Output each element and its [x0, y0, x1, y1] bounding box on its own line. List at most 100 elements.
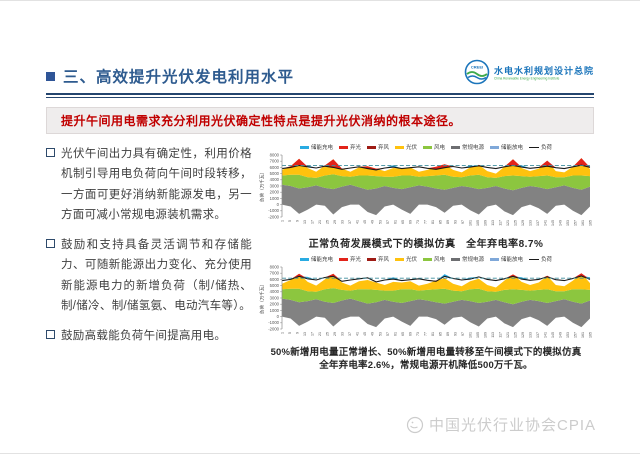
x-tick-label: 105 — [476, 332, 480, 338]
x-tick-label: 41 — [356, 220, 360, 224]
legend-item: 弃风 — [366, 255, 389, 263]
x-tick-label: 49 — [371, 220, 375, 224]
x-tick-label: 161 — [581, 332, 585, 338]
x-tick-label: 21 — [318, 220, 322, 224]
y-tick-label: 0 — [277, 314, 280, 319]
legend-label: 光伏 — [405, 145, 417, 151]
content-area: 光伏午间出力具有确定性，利用价格机制引导用电负荷向午间时段转移，一方面可更好消纳… — [46, 142, 594, 377]
cpia-watermark: 中国光伏行业协会CPIA — [406, 414, 596, 435]
x-tick-label: 133 — [529, 220, 533, 226]
y-tick-label: 2000 — [270, 190, 280, 195]
y-tick-label: 4000 — [270, 289, 280, 294]
x-tick-label: 149 — [559, 220, 563, 226]
title-divider — [46, 93, 594, 98]
x-tick-label: 41 — [356, 332, 360, 336]
legend-swatch-box — [423, 257, 432, 261]
area-curtailment — [282, 273, 590, 282]
x-tick-label: 29 — [333, 332, 337, 336]
x-tick-label: 109 — [483, 332, 487, 338]
x-tick-label: 97 — [461, 220, 465, 224]
bullet-item: 鼓励高载能负荷午间提高用电。 — [46, 326, 252, 346]
x-tick-label: 9 — [296, 332, 300, 334]
legend-swatch-box — [394, 145, 404, 149]
legend-swatch-box — [490, 145, 500, 149]
x-tick-label: 1 — [281, 220, 285, 222]
x-tick-label: 129 — [521, 220, 525, 226]
square-bullet-icon — [46, 238, 55, 248]
legend-item: 常规电源 — [451, 255, 484, 263]
x-tick-label: 65 — [401, 332, 405, 336]
chart-legend: 储能充电 弃光 弃风 光伏 风电 常规电源 储能放电 负荷 — [258, 142, 594, 152]
legend-item: 弃光 — [338, 255, 361, 263]
x-tick-label: 57 — [386, 220, 390, 224]
x-tick-label: 73 — [416, 220, 420, 224]
x-tick-label: 45 — [363, 332, 367, 336]
y-tick-label: 5000 — [270, 171, 280, 176]
x-tick-label: 57 — [386, 332, 390, 336]
legend-swatch-box — [366, 145, 376, 149]
legend-item: 光伏 — [394, 143, 417, 151]
x-tick-label: 13 — [303, 220, 307, 224]
charts-column: 储能充电 弃光 弃风 光伏 风电 常规电源 储能放电 负荷 8000 7000 6000 5000 4… — [258, 142, 594, 377]
logo-text-en: China Renewable Energy Engineering Insti… — [493, 76, 560, 81]
y-tick-label: 3000 — [270, 295, 280, 300]
legend-item: 储能充电 — [299, 255, 333, 263]
y-tick-label: -1000 — [268, 208, 279, 213]
chart-block-normal-load: 储能充电 弃光 弃风 光伏 风电 常规电源 储能放电 负荷 8000 7000 6000 5000 4… — [258, 142, 594, 250]
page-title: 三、高效提升光伏发电利用水平 — [63, 69, 295, 86]
x-tick-label: 125 — [513, 332, 517, 338]
y-tick-label: 8000 — [270, 265, 280, 269]
x-tick-label: 137 — [536, 332, 540, 338]
bullet-text: 鼓励高载能负荷午间提高用电。 — [61, 329, 227, 342]
y-tick-label: 5000 — [270, 283, 280, 288]
bullet-text: 光伏午间出力具有确定性，利用价格机制引导用电负荷向午间时段转移，一方面可更好消纳… — [61, 148, 252, 222]
x-tick-label: 89 — [446, 332, 450, 336]
legend-item: 风电 — [423, 255, 445, 263]
bullet-item: 光伏午间出力具有确定性，利用价格机制引导用电负荷向午间时段转移，一方面可更好消纳… — [46, 144, 252, 226]
x-tick-label: 89 — [446, 220, 450, 224]
bullet-list: 光伏午间出力具有确定性，利用价格机制引导用电负荷向午间时段转移，一方面可更好消纳… — [46, 142, 252, 377]
x-tick-label: 69 — [408, 332, 412, 336]
x-tick-label: 113 — [491, 332, 495, 338]
x-tick-label: 157 — [574, 220, 578, 226]
chart-caption-midday-line2: 全年弃电率2.6%，常规电源开机降低500万千瓦。 — [319, 359, 533, 371]
legend-label: 弃光 — [349, 257, 361, 263]
x-tick-label: 141 — [544, 332, 548, 338]
x-tick-label: 157 — [574, 332, 578, 338]
legend-item: 光伏 — [394, 255, 417, 263]
x-tick-label: 73 — [416, 332, 420, 336]
creei-logo: CREEI 水电水利规划设计总院 China Renewable Energy … — [464, 59, 594, 85]
area-wind — [282, 174, 590, 191]
x-tick-label: 165 — [589, 220, 593, 226]
legend-item: 负荷 — [529, 255, 552, 263]
legend-item: 风电 — [423, 143, 445, 151]
y-tick-label: 3000 — [270, 183, 280, 188]
x-tick-label: 53 — [378, 332, 382, 336]
legend-label: 储能充电 — [310, 257, 333, 263]
legend-swatch-box — [299, 145, 309, 149]
x-tick-label: 33 — [341, 220, 345, 224]
x-tick-label: 77 — [423, 332, 427, 336]
chart-caption-midday-line1: 50%新增用电量正常增长、50%新增用电量转移至午间模式下的模拟仿真 — [270, 347, 582, 358]
x-tick-label: 93 — [453, 332, 457, 336]
x-tick-label: 85 — [438, 332, 442, 336]
x-tick-label: 161 — [581, 220, 585, 226]
y-tick-label: 6000 — [270, 277, 280, 282]
y-axis-title: 负荷（万千瓦） — [259, 282, 266, 314]
x-tick-label: 81 — [431, 220, 435, 224]
chart-block-midday-shift: 储能充电 弃光 弃风 光伏 风电 常规电源 储能放电 负荷 8000 7000 6000 5000 4… — [258, 254, 594, 373]
y-tick-label: 7000 — [270, 159, 280, 164]
legend-item: 储能充电 — [299, 143, 333, 151]
chart-legend: 储能充电 弃光 弃风 光伏 风电 常规电源 储能放电 负荷 — [258, 254, 594, 264]
legend-swatch-box — [423, 145, 432, 149]
y-tick-label: 4000 — [270, 177, 280, 182]
x-tick-label: 101 — [468, 220, 472, 226]
chart-caption-normal-load: 正常负荷发展模式下的模拟仿真 全年弃电率8.7% — [308, 239, 544, 250]
x-tick-label: 153 — [566, 220, 570, 226]
x-tick-label: 25 — [326, 220, 330, 224]
y-axis-title: 负荷（万千瓦） — [259, 170, 266, 202]
x-tick-label: 97 — [461, 332, 465, 336]
area-conventional — [282, 184, 590, 216]
